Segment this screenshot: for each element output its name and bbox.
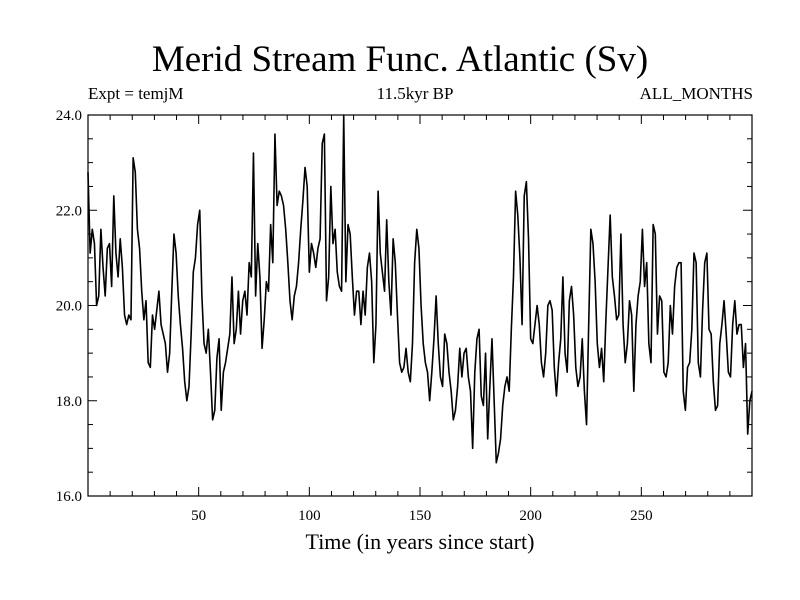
experiment-label: Expt = temjM	[88, 84, 184, 103]
y-tick-label: 16.0	[56, 489, 82, 505]
x-tick-label: 200	[519, 508, 542, 524]
x-tick-label: 150	[409, 508, 432, 524]
x-tick-label: 250	[630, 508, 653, 524]
y-tick-label: 22.0	[56, 203, 82, 219]
chart-title: Merid Stream Func. Atlantic (Sv)	[151, 39, 649, 80]
y-tick-label: 18.0	[56, 394, 82, 410]
y-tick-label: 24.0	[56, 108, 82, 124]
period-label: 11.5kyr BP	[376, 84, 454, 103]
y-axis-ticks: 16.0 18.0 20.0 22.0 24.0	[56, 108, 752, 505]
series-line	[87, 114, 753, 464]
y-tick-label: 20.0	[56, 299, 82, 315]
months-label: ALL_MONTHS	[639, 84, 753, 103]
x-axis-ticks: 50 100 150 200 250	[109, 115, 731, 524]
x-axis-label: Time (in years since start)	[305, 529, 535, 554]
x-tick-label: 100	[298, 508, 321, 524]
x-tick-label: 50	[191, 508, 206, 524]
